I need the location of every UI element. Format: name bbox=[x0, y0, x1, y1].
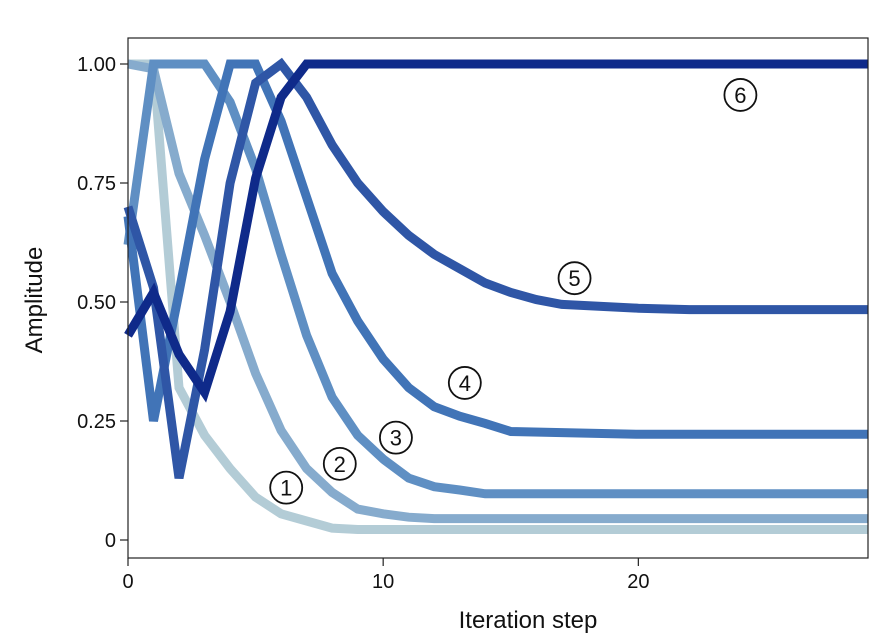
x-axis-label: Iteration step bbox=[459, 607, 598, 634]
curve-label-5: 5 bbox=[568, 266, 580, 291]
y-tick-label: 0 bbox=[105, 530, 116, 552]
curve-label-1: 1 bbox=[280, 476, 292, 501]
curve-label-2: 2 bbox=[334, 452, 346, 477]
y-axis-ticks: 0 0.25 0.50 0.75 1.00 bbox=[77, 54, 128, 552]
series-line-4 bbox=[123, 59, 868, 439]
series-line-6 bbox=[124, 59, 868, 403]
curve-label-6: 6 bbox=[734, 83, 746, 108]
curve-label-3: 3 bbox=[390, 426, 402, 451]
curve-labels: 1 2 3 4 5 6 bbox=[269, 78, 758, 505]
curve-label-circle-2 bbox=[322, 446, 357, 481]
series-line-1 bbox=[128, 59, 868, 534]
series-line-5 bbox=[123, 57, 868, 479]
x-axis-ticks: 0 10 20 bbox=[122, 558, 649, 593]
y-axis-label: Amplitude bbox=[21, 247, 48, 354]
curve-label-circle-6 bbox=[723, 78, 758, 112]
curve-label-4: 4 bbox=[459, 371, 471, 396]
curve-label-circle-1 bbox=[269, 470, 304, 505]
y-tick-label: 1.00 bbox=[77, 54, 116, 76]
series-line-3 bbox=[123, 59, 868, 499]
y-tick-label: 0.75 bbox=[77, 173, 116, 195]
x-tick-label: 0 bbox=[122, 571, 133, 593]
x-tick-label: 10 bbox=[372, 571, 394, 593]
curve-label-circle-5 bbox=[557, 261, 592, 296]
y-tick-label: 0.50 bbox=[77, 292, 116, 314]
plot-frame bbox=[127, 37, 869, 559]
series-lines bbox=[123, 57, 868, 534]
y-tick-label: 0.25 bbox=[77, 411, 116, 433]
x-tick-label: 20 bbox=[627, 571, 649, 593]
curve-label-circle-4 bbox=[447, 366, 482, 400]
curve-label-circle-3 bbox=[379, 420, 413, 455]
